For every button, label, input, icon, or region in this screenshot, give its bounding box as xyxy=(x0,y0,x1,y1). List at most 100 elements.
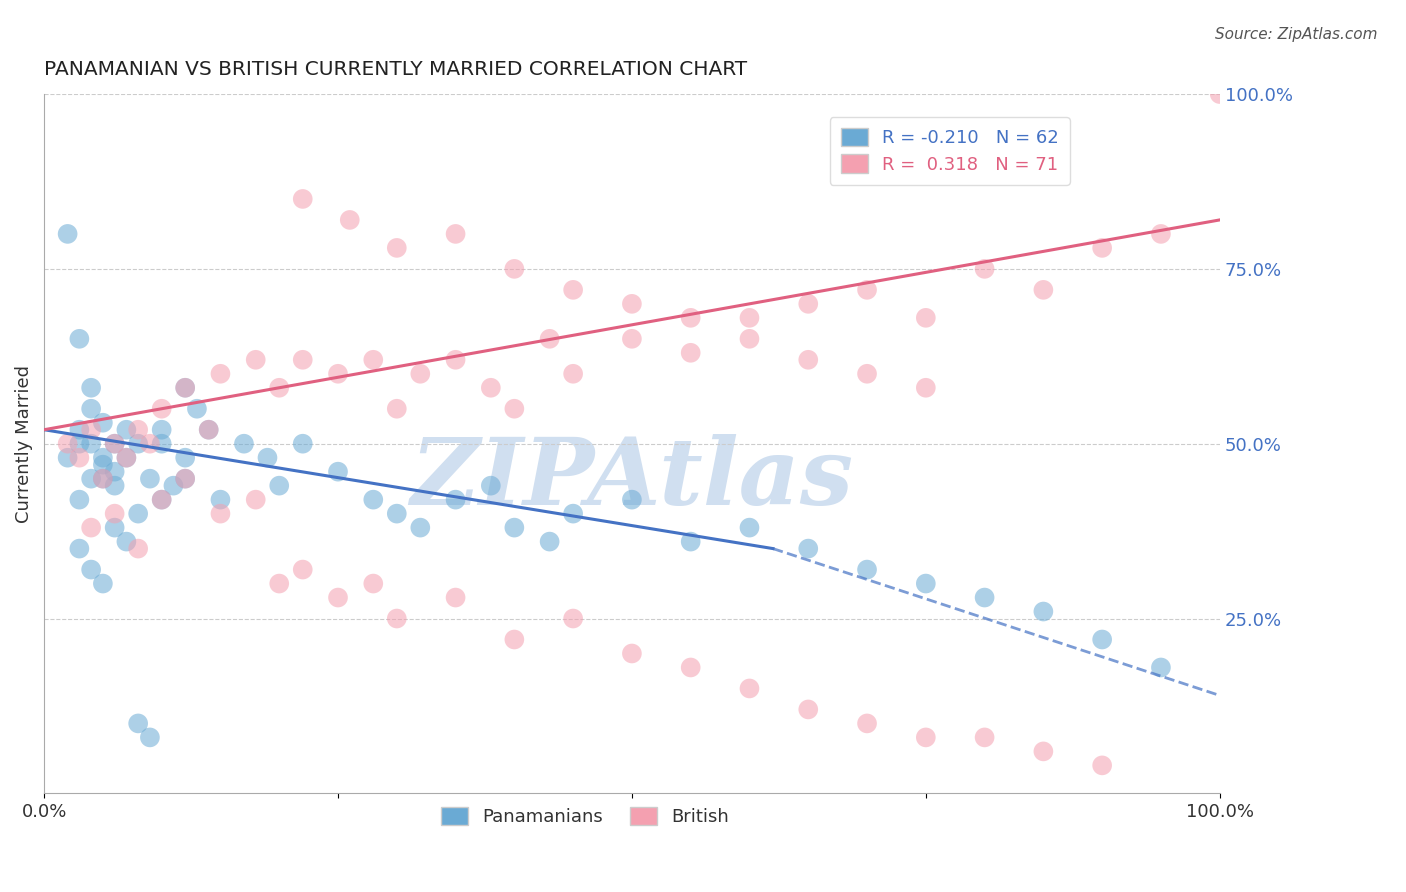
Text: ZIPAtlas: ZIPAtlas xyxy=(411,434,853,524)
Point xyxy=(562,283,585,297)
Point xyxy=(914,310,936,325)
Point xyxy=(797,297,820,311)
Point xyxy=(269,381,291,395)
Point xyxy=(914,731,936,745)
Point xyxy=(256,450,278,465)
Point xyxy=(269,478,291,492)
Point xyxy=(479,381,502,395)
Point xyxy=(80,423,103,437)
Point xyxy=(245,492,267,507)
Point xyxy=(139,436,162,450)
Point xyxy=(56,227,79,241)
Point xyxy=(115,450,138,465)
Point xyxy=(856,716,879,731)
Point xyxy=(91,576,114,591)
Text: Source: ZipAtlas.com: Source: ZipAtlas.com xyxy=(1215,27,1378,42)
Point xyxy=(326,367,349,381)
Point xyxy=(115,423,138,437)
Point xyxy=(104,520,127,534)
Point xyxy=(150,436,173,450)
Point xyxy=(80,401,103,416)
Point xyxy=(80,436,103,450)
Point xyxy=(562,611,585,625)
Point xyxy=(538,534,561,549)
Point xyxy=(679,310,702,325)
Point xyxy=(67,436,90,450)
Point xyxy=(209,507,232,521)
Point xyxy=(1209,87,1232,101)
Point xyxy=(503,520,526,534)
Point xyxy=(797,352,820,367)
Point xyxy=(361,492,384,507)
Point xyxy=(385,401,408,416)
Point xyxy=(67,423,90,437)
Text: PANAMANIAN VS BRITISH CURRENTLY MARRIED CORRELATION CHART: PANAMANIAN VS BRITISH CURRENTLY MARRIED … xyxy=(44,60,747,78)
Point xyxy=(80,472,103,486)
Point xyxy=(1150,227,1173,241)
Point xyxy=(914,576,936,591)
Point xyxy=(91,458,114,472)
Point xyxy=(127,436,149,450)
Point xyxy=(620,492,643,507)
Legend: Panamanians, British: Panamanians, British xyxy=(433,799,737,833)
Point xyxy=(209,492,232,507)
Point xyxy=(326,465,349,479)
Point xyxy=(361,352,384,367)
Point xyxy=(67,541,90,556)
Point xyxy=(385,611,408,625)
Point xyxy=(738,332,761,346)
Point xyxy=(385,507,408,521)
Point xyxy=(174,381,197,395)
Point xyxy=(538,332,561,346)
Point xyxy=(385,241,408,255)
Point xyxy=(1032,744,1054,758)
Point xyxy=(738,681,761,696)
Point xyxy=(91,416,114,430)
Point xyxy=(67,492,90,507)
Point xyxy=(104,478,127,492)
Point xyxy=(326,591,349,605)
Point xyxy=(104,465,127,479)
Point xyxy=(856,367,879,381)
Point xyxy=(127,423,149,437)
Point xyxy=(1032,283,1054,297)
Point xyxy=(174,381,197,395)
Point xyxy=(291,192,314,206)
Point xyxy=(127,716,149,731)
Point xyxy=(245,352,267,367)
Point xyxy=(562,367,585,381)
Point xyxy=(797,541,820,556)
Point xyxy=(174,472,197,486)
Point xyxy=(856,563,879,577)
Point xyxy=(503,261,526,276)
Point xyxy=(797,702,820,716)
Point xyxy=(56,450,79,465)
Point xyxy=(409,367,432,381)
Point xyxy=(80,381,103,395)
Point xyxy=(139,472,162,486)
Point xyxy=(56,436,79,450)
Point xyxy=(269,576,291,591)
Point xyxy=(150,423,173,437)
Point xyxy=(115,534,138,549)
Point xyxy=(361,576,384,591)
Point xyxy=(1091,758,1114,772)
Point xyxy=(67,450,90,465)
Point xyxy=(973,591,995,605)
Point xyxy=(127,541,149,556)
Point xyxy=(139,731,162,745)
Point xyxy=(1091,241,1114,255)
Point xyxy=(1032,605,1054,619)
Point xyxy=(409,520,432,534)
Point xyxy=(186,401,208,416)
Point xyxy=(1150,660,1173,674)
Point xyxy=(444,492,467,507)
Y-axis label: Currently Married: Currently Married xyxy=(15,365,32,523)
Point xyxy=(562,507,585,521)
Point xyxy=(503,632,526,647)
Point xyxy=(339,213,361,227)
Point xyxy=(679,534,702,549)
Point xyxy=(197,423,219,437)
Point xyxy=(444,352,467,367)
Point xyxy=(291,436,314,450)
